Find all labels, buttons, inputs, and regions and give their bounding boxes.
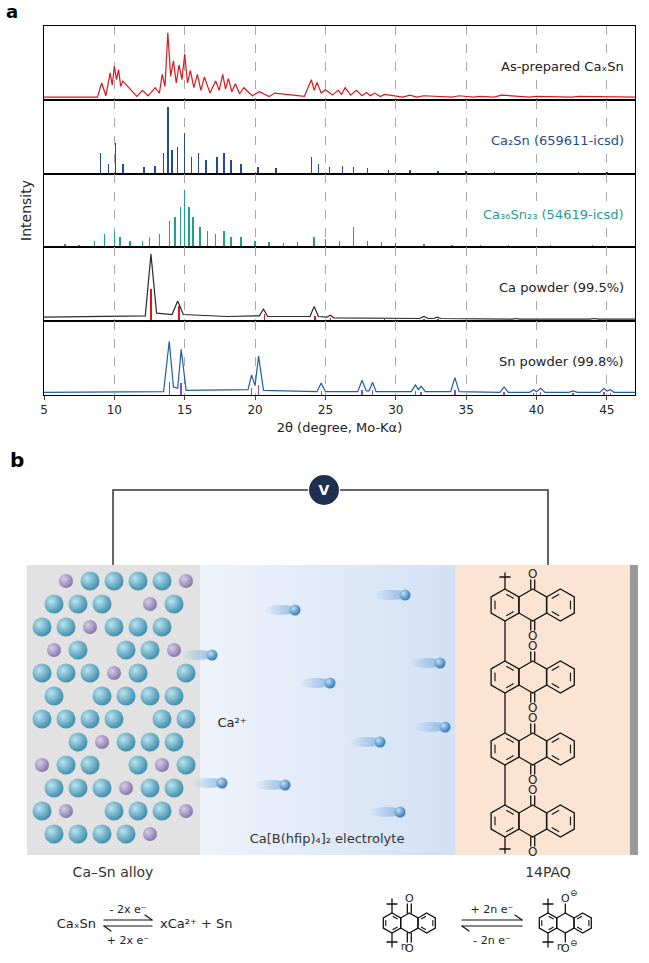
svg-text:Ca₃₆Sn₂₃ (54619-icsd): Ca₃₆Sn₂₃ (54619-icsd) xyxy=(483,207,624,222)
svg-text:n: n xyxy=(557,941,563,952)
svg-text:Ca–Sn alloy: Ca–Sn alloy xyxy=(73,864,154,880)
svg-text:+ 2n e⁻: + 2n e⁻ xyxy=(471,903,514,916)
svg-text:V: V xyxy=(319,482,330,498)
svg-text:xCa²⁺ + Sn: xCa²⁺ + Sn xyxy=(160,916,232,931)
svg-text:O: O xyxy=(528,773,538,788)
svg-text:b: b xyxy=(10,448,24,472)
svg-text:⊖: ⊖ xyxy=(570,938,577,948)
svg-text:14PAQ: 14PAQ xyxy=(525,864,571,880)
svg-text:O: O xyxy=(561,892,570,905)
svg-text:a: a xyxy=(6,1,18,22)
svg-text:O: O xyxy=(528,711,537,725)
svg-text:⊖: ⊖ xyxy=(570,888,577,898)
svg-text:35: 35 xyxy=(458,403,473,417)
svg-text:Sn powder (99.8%): Sn powder (99.8%) xyxy=(499,354,624,369)
svg-text:O: O xyxy=(405,892,414,905)
svg-text:Ca₂Sn (659611-icsd): Ca₂Sn (659611-icsd) xyxy=(491,133,624,148)
svg-text:15: 15 xyxy=(177,403,192,417)
svg-text:O: O xyxy=(528,701,538,716)
svg-text:10: 10 xyxy=(107,403,122,417)
svg-text:CaₓSn: CaₓSn xyxy=(57,916,96,931)
svg-text:n: n xyxy=(401,941,407,952)
svg-text:O: O xyxy=(528,639,537,653)
svg-text:O: O xyxy=(405,942,414,955)
svg-text:Ca[B(hfip)₄]₂ electrolyte: Ca[B(hfip)₄]₂ electrolyte xyxy=(250,831,405,846)
svg-text:O: O xyxy=(528,783,537,797)
svg-text:As-prepared CaₓSn: As-prepared CaₓSn xyxy=(501,59,624,74)
svg-text:45: 45 xyxy=(599,403,614,417)
svg-text:2θ (degree, Mo-Kα): 2θ (degree, Mo-Kα) xyxy=(277,420,403,435)
svg-text:30: 30 xyxy=(388,403,403,417)
svg-text:O: O xyxy=(528,567,537,581)
svg-text:25: 25 xyxy=(318,403,333,417)
svg-text:O: O xyxy=(528,629,538,644)
svg-text:O: O xyxy=(528,845,537,859)
svg-text:40: 40 xyxy=(529,403,544,417)
svg-text:20: 20 xyxy=(247,403,262,417)
svg-text:Intensity: Intensity xyxy=(18,180,34,241)
svg-text:O: O xyxy=(561,942,570,955)
svg-text:5: 5 xyxy=(40,403,48,417)
svg-text:Ca²⁺: Ca²⁺ xyxy=(217,715,246,730)
svg-text:+ 2x e⁻: + 2x e⁻ xyxy=(107,934,149,947)
svg-text:- 2n e⁻: - 2n e⁻ xyxy=(473,934,511,947)
svg-text:- 2x e⁻: - 2x e⁻ xyxy=(109,903,146,916)
svg-text:Ca powder (99.5%): Ca powder (99.5%) xyxy=(499,280,624,295)
